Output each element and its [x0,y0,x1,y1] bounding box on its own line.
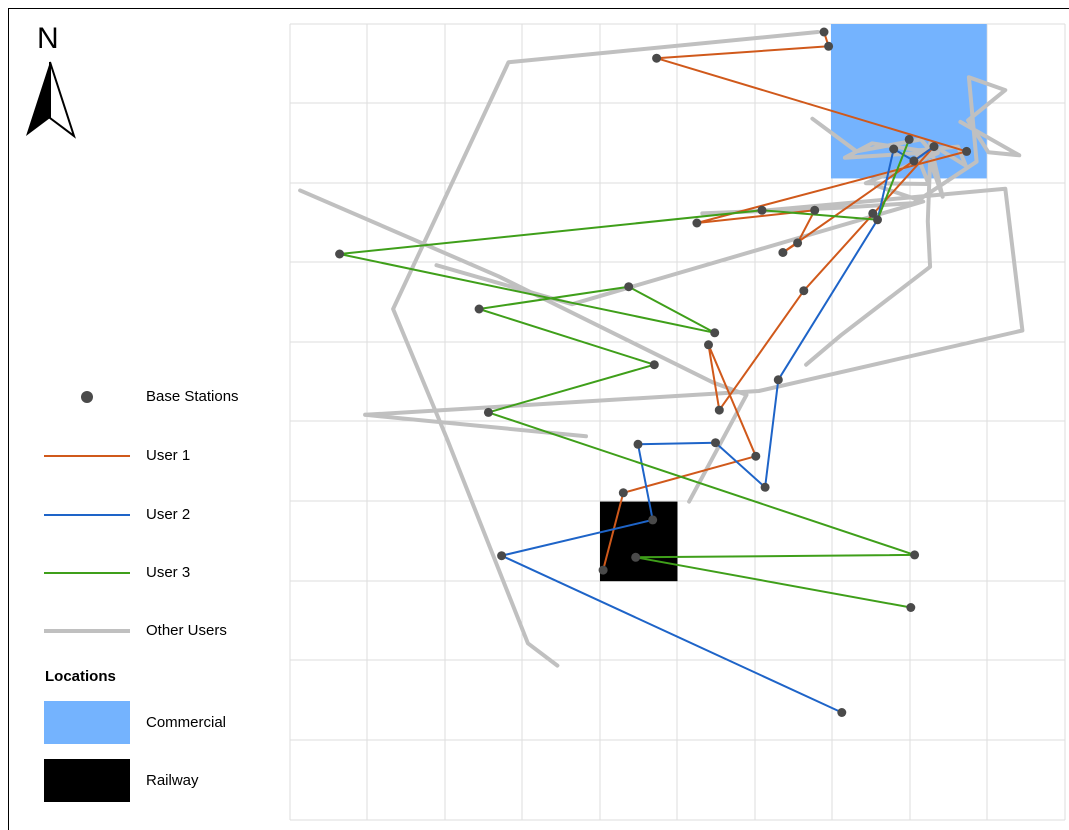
base-station-37 [837,708,847,717]
legend-user1-line [44,455,130,457]
base-station-8 [962,146,972,156]
other-user-path-4 [363,75,1025,417]
other-user-path-6 [804,116,968,367]
legend-commercial-swatch [44,701,130,744]
user3-path [338,139,916,609]
base-station-36 [906,603,916,612]
location-railway [600,501,678,582]
base-station-2 [819,27,829,37]
other-user-path-3 [434,183,926,307]
base-station-21 [704,340,713,350]
base-station-28 [751,451,761,461]
base-station-10 [873,215,882,225]
other-user-path-1 [391,30,820,668]
legend-label-user2: User 2 [146,506,191,523]
base-station-30 [618,488,628,498]
base-station-5 [929,142,939,152]
legend-label-other-users: Other Users [146,622,227,639]
base-station-9 [868,208,878,218]
base-station-18 [624,282,634,292]
base-station-25 [483,407,493,417]
base-station-33 [631,552,641,562]
legend-other-users-line [44,629,130,633]
legend-label-user1: User 1 [146,447,191,464]
legend-user3-line [44,572,130,574]
base-station-1 [824,41,834,51]
base-station-16 [335,249,345,259]
base-station-3 [652,53,662,63]
base-station-17 [799,286,809,296]
legend-railway-swatch [44,759,130,802]
base-station-35 [910,550,920,560]
base-station-20 [710,328,720,338]
base-station-23 [773,375,783,385]
base-station-12 [757,205,767,215]
base-station-14 [793,238,803,248]
base-station-15 [778,248,788,257]
base-station-13 [692,218,702,228]
legend-label-base-stations: Base Stations [146,388,239,405]
north-arrow-icon [26,61,76,139]
legend-label-railway: Railway [146,772,199,789]
base-station-29 [760,482,770,492]
base-station-6 [889,144,899,154]
north-label: N [37,22,59,55]
base-station-7 [909,156,919,166]
base-station-4 [904,134,914,144]
map-frame [8,8,1069,830]
base-station-11 [810,205,820,215]
legend-user2-line [44,514,130,516]
legend-label-commercial: Commercial [146,714,227,731]
base-station-24 [714,405,724,415]
base-station-27 [711,438,720,448]
legend-title-locations: Locations [45,668,116,685]
legend-base-station-symbol [81,391,93,403]
base-station-19 [474,304,484,314]
other-user-path-2 [298,188,749,504]
base-station-34 [598,565,608,575]
base-station-22 [649,360,659,370]
base-station-26 [633,439,643,449]
legend-label-user3: User 3 [146,564,191,581]
base-station-31 [648,515,658,525]
base-station-32 [497,551,507,561]
